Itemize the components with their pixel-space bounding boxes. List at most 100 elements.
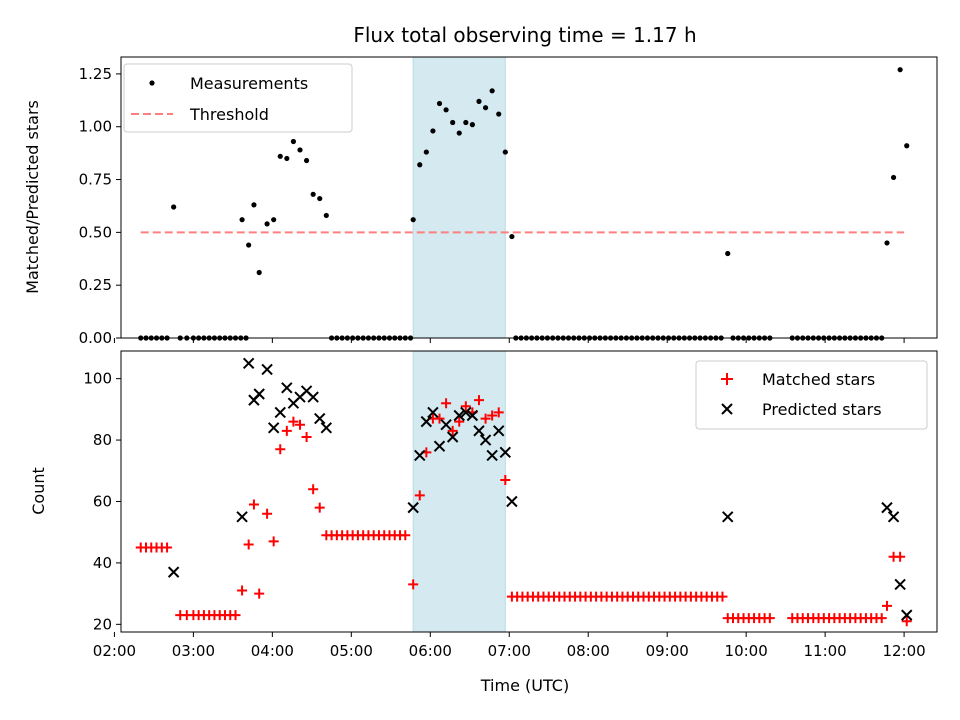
predicted-stars-point <box>486 449 498 462</box>
top-y-tick-label: 0.50 <box>79 223 112 241</box>
matched-stars-point <box>281 425 292 436</box>
bottom-y-tick-label: 80 <box>93 431 112 449</box>
measurements-point <box>502 149 508 155</box>
predicted-stars-point <box>281 382 293 394</box>
legend-measurements-marker <box>149 80 155 86</box>
matched-stars-point <box>275 444 286 455</box>
x-tick-label: 04:00 <box>251 642 294 660</box>
predicted-stars-point <box>887 511 900 523</box>
predicted-stars-point <box>473 425 485 437</box>
top-panel-legend-box <box>123 63 353 133</box>
top-y-tick-label: 0.00 <box>79 329 112 347</box>
x-tick-label: 08:00 <box>567 642 610 660</box>
matched-stars-point <box>895 551 906 562</box>
matched-stars-point <box>254 588 265 599</box>
top-panel: 0.00 0.25 0.50 0.75 1.00 1.25 Matched/Predict… <box>23 56 938 347</box>
matched-stars-point <box>876 613 887 624</box>
predicted-stars-point <box>307 391 319 403</box>
top-panel-highlight-span <box>413 57 506 338</box>
bottom-panel-frame <box>120 350 938 633</box>
predicted-stars-point <box>236 511 248 523</box>
measurements-point <box>303 157 310 164</box>
bottom-panel-legend: Matched stars Predicted stars <box>695 360 928 430</box>
predicted-stars-point <box>267 422 280 434</box>
matched-stars-point <box>480 413 491 424</box>
x-tick-label: 03:00 <box>172 642 215 660</box>
x-tick-label: 12:00 <box>882 642 925 660</box>
measurements-point <box>476 98 482 104</box>
matched-stars-point <box>237 585 248 596</box>
legend-predicted-stars-label: Predicted stars <box>762 400 882 419</box>
top-panel-frame <box>120 56 938 339</box>
matched-stars-point <box>434 413 445 424</box>
matched-stars-point <box>414 490 425 501</box>
measurements-point <box>310 191 316 197</box>
matched-stars-point <box>764 613 775 624</box>
legend-matched-stars-label: Matched stars <box>762 370 875 389</box>
measurements-point <box>256 269 262 276</box>
matched-stars-point <box>400 530 411 541</box>
top-y-tick-label: 1.25 <box>79 65 112 83</box>
predicted-stars-point <box>407 501 419 514</box>
predicted-stars-point <box>253 388 265 400</box>
predicted-stars-point <box>414 449 426 462</box>
measurements-point <box>897 67 903 73</box>
predicted-stars-point <box>320 422 333 434</box>
measurements-point <box>417 162 423 168</box>
x-tick-label: 05:00 <box>330 642 373 660</box>
matched-stars-point <box>301 431 312 442</box>
predicted-stars-point <box>314 412 326 425</box>
matched-stars-point <box>314 502 325 513</box>
predicted-stars-point <box>493 425 505 437</box>
matched-stars-point <box>460 401 471 412</box>
bottom-panel-highlight-span <box>413 351 506 632</box>
matched-stars-point <box>248 499 259 510</box>
matched-stars-point <box>243 539 254 550</box>
x-axis-label: Time (UTC) <box>480 676 569 695</box>
predicted-stars-point <box>499 446 512 459</box>
measurements-point <box>904 143 910 149</box>
matched-stars-point <box>230 610 241 621</box>
matched-stars-point <box>717 591 728 602</box>
predicted-stars-point <box>446 431 459 443</box>
bottom-panel-y-axis-label: Count <box>29 467 48 515</box>
predicted-stars-point <box>460 406 472 419</box>
measurements-point <box>725 250 731 257</box>
measurements-point <box>423 149 429 155</box>
measurements-point <box>246 242 252 248</box>
bottom-y-tick-label: 40 <box>93 554 112 572</box>
x-tick-label: 06:00 <box>409 642 452 660</box>
predicted-stars-point <box>881 501 893 514</box>
predicted-stars-point <box>479 434 492 446</box>
matched-stars-point <box>500 474 511 485</box>
x-tick-label: 09:00 <box>646 642 689 660</box>
matched-stars-point <box>901 616 912 627</box>
matched-stars-point <box>473 395 484 406</box>
x-tick-label: 10:00 <box>725 642 768 660</box>
measurements-point <box>884 240 890 246</box>
top-panel-legend: Measurements Threshold <box>123 63 353 133</box>
matched-stars-point <box>493 407 504 418</box>
legend-predicted-stars-marker <box>721 403 733 415</box>
measurements-point <box>509 233 515 240</box>
predicted-stars-point <box>420 415 433 428</box>
measurements-point <box>271 217 277 223</box>
measurements-point <box>290 138 297 145</box>
predicted-stars-point <box>453 409 465 422</box>
measurements-point <box>443 107 449 113</box>
measurements-point <box>436 100 443 107</box>
matched-stars-point <box>454 416 465 427</box>
measurements-point <box>284 155 290 162</box>
predicted-stars-point <box>261 363 273 376</box>
bottom-panel: 20 40 60 80 100 02:00 03:00 04:00 05:00 06:00 07:… <box>29 350 938 660</box>
matched-stars-point <box>881 600 892 611</box>
x-tick-label: 07:00 <box>488 642 531 660</box>
predicted-stars-point <box>427 406 439 419</box>
predicted-stars-point <box>242 357 255 369</box>
predicted-stars-point <box>466 409 479 422</box>
measurements-point <box>277 153 283 159</box>
matched-stars-point <box>408 579 419 590</box>
predicted-stars-point <box>722 511 734 523</box>
predicted-stars-point <box>167 566 180 578</box>
